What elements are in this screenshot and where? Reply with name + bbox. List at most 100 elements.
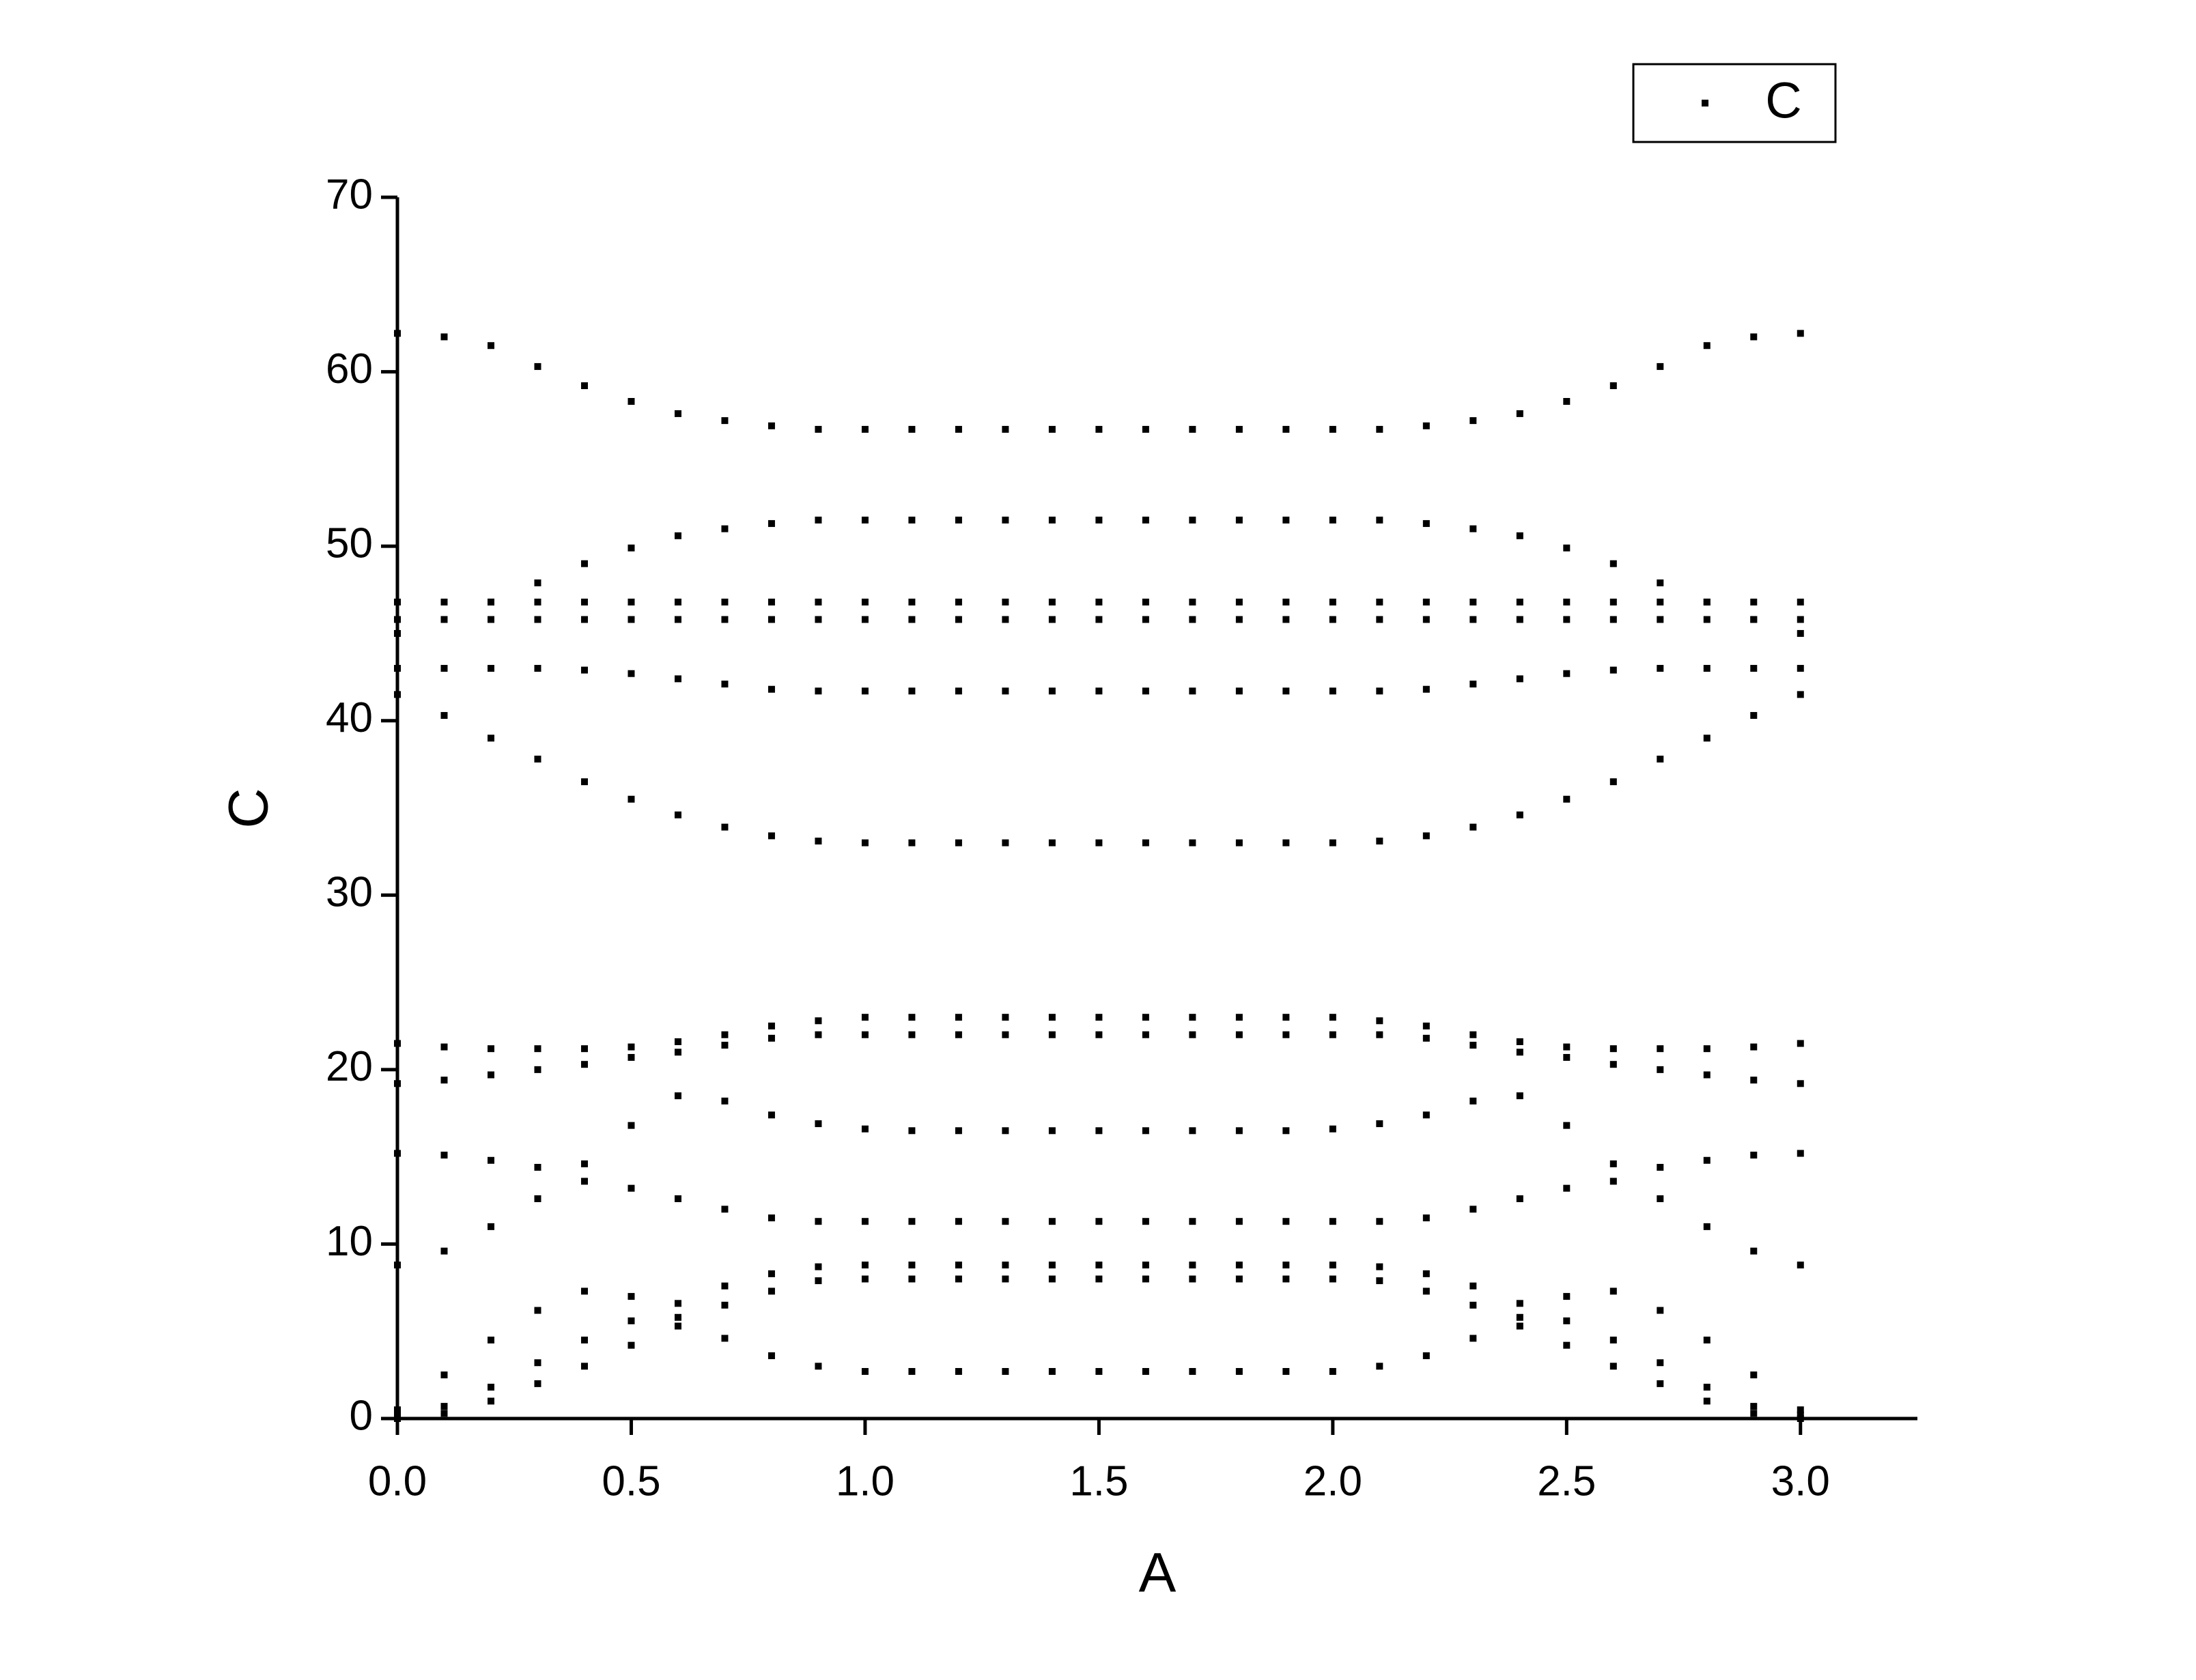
point xyxy=(1329,839,1336,846)
point xyxy=(1422,1111,1430,1119)
point xyxy=(628,1053,635,1061)
point xyxy=(955,687,962,695)
point xyxy=(1282,1014,1290,1021)
point xyxy=(1657,1195,1664,1202)
point xyxy=(1282,1262,1290,1269)
point xyxy=(1657,1307,1664,1314)
point xyxy=(908,1127,916,1135)
point xyxy=(674,1038,681,1045)
point xyxy=(1469,1301,1477,1309)
point xyxy=(628,1184,635,1192)
point xyxy=(1516,1313,1523,1321)
point xyxy=(674,1092,681,1100)
point xyxy=(815,687,822,695)
point xyxy=(1189,687,1196,695)
point xyxy=(1563,1341,1571,1349)
point xyxy=(1609,598,1617,606)
point xyxy=(487,616,494,623)
point xyxy=(394,1040,401,1047)
point xyxy=(394,1262,401,1269)
point xyxy=(628,670,635,677)
point xyxy=(1469,681,1477,688)
y-tick-label: 40 xyxy=(326,694,373,741)
point xyxy=(1750,1410,1758,1417)
point xyxy=(440,598,448,606)
point xyxy=(955,1014,962,1021)
x-tick-label: 0.0 xyxy=(368,1457,427,1505)
point xyxy=(908,425,916,433)
point xyxy=(908,1218,916,1225)
point xyxy=(1002,1367,1009,1375)
x-tick-label: 0.5 xyxy=(602,1457,660,1505)
point xyxy=(1282,687,1290,695)
point xyxy=(908,1275,916,1283)
point xyxy=(1002,1031,1009,1038)
point xyxy=(1235,1218,1243,1225)
point xyxy=(955,616,962,623)
point xyxy=(955,1031,962,1038)
point xyxy=(1189,516,1196,524)
y-tick-label: 0 xyxy=(350,1392,373,1439)
point xyxy=(1797,1415,1804,1422)
point xyxy=(1469,525,1477,532)
point xyxy=(1329,425,1336,433)
point xyxy=(768,519,775,527)
point xyxy=(861,1014,869,1021)
point xyxy=(1797,616,1804,623)
point xyxy=(721,1097,729,1105)
point xyxy=(1469,1042,1477,1049)
point xyxy=(1797,598,1804,606)
point xyxy=(1048,1367,1056,1375)
point xyxy=(487,665,494,672)
point xyxy=(1235,598,1243,606)
point xyxy=(1095,598,1103,606)
point xyxy=(1657,1163,1664,1171)
point xyxy=(1142,1031,1149,1038)
point xyxy=(1422,1287,1430,1295)
point xyxy=(1469,417,1477,425)
point xyxy=(861,1262,869,1269)
point xyxy=(580,778,588,786)
point xyxy=(1797,330,1804,337)
point xyxy=(1422,1214,1430,1222)
point xyxy=(1282,425,1290,433)
x-tick-label: 3.0 xyxy=(1771,1457,1830,1505)
point xyxy=(1329,516,1336,524)
point xyxy=(1189,1031,1196,1038)
point xyxy=(1329,1367,1336,1375)
point xyxy=(628,1293,635,1300)
point xyxy=(674,675,681,683)
point xyxy=(1422,1270,1430,1277)
point xyxy=(487,1156,494,1164)
point xyxy=(1516,1322,1523,1330)
point xyxy=(440,1043,448,1051)
point xyxy=(1329,687,1336,695)
point xyxy=(1516,1195,1523,1202)
point xyxy=(861,1031,869,1038)
point xyxy=(394,629,401,637)
point xyxy=(1657,362,1664,370)
point xyxy=(580,1363,588,1370)
point xyxy=(580,1061,588,1068)
point xyxy=(628,1043,635,1051)
point xyxy=(768,1034,775,1042)
point xyxy=(1516,1092,1523,1100)
point xyxy=(580,560,588,567)
point xyxy=(955,1262,962,1269)
point xyxy=(1703,1383,1711,1391)
point xyxy=(1750,1403,1758,1410)
point xyxy=(721,525,729,532)
point xyxy=(1422,832,1430,840)
point xyxy=(1376,687,1383,695)
point xyxy=(1095,1218,1103,1225)
point xyxy=(1516,675,1523,683)
point xyxy=(908,687,916,695)
point xyxy=(768,598,775,606)
point xyxy=(861,1125,869,1133)
y-tick-label: 10 xyxy=(326,1218,373,1265)
point xyxy=(815,1263,822,1270)
point xyxy=(1142,1262,1149,1269)
point xyxy=(955,1127,962,1135)
point xyxy=(815,425,822,433)
point xyxy=(1563,398,1571,405)
